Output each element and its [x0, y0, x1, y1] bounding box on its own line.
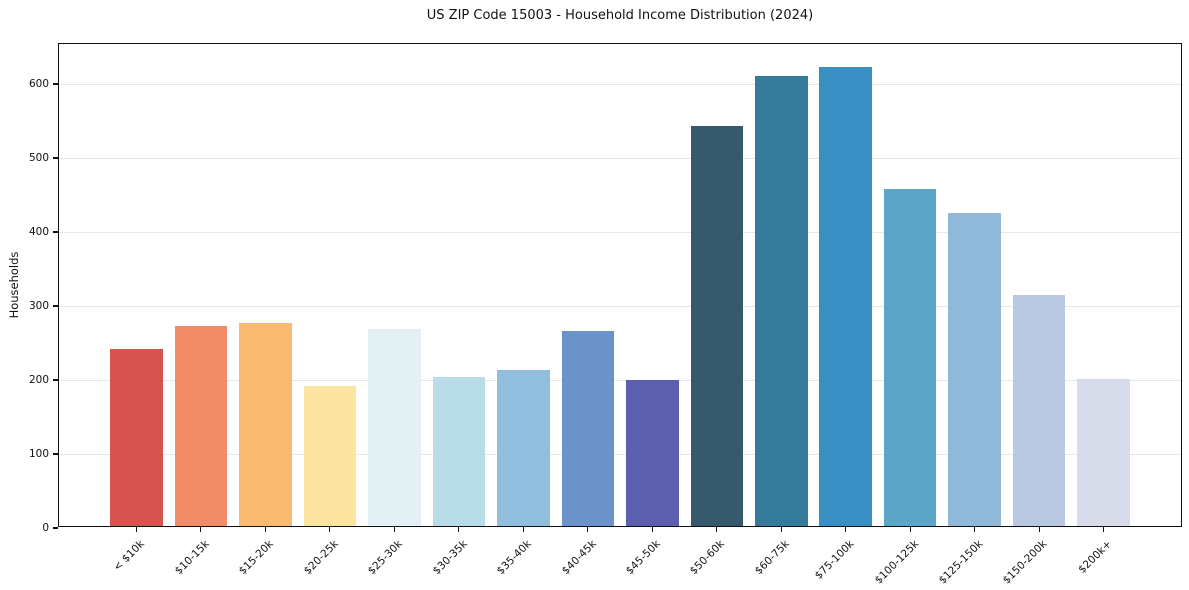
x-tick-label-8: $40-45k [559, 538, 599, 578]
x-tick-mark-8 [587, 527, 589, 532]
y-tick-label-100: 100 [28, 448, 49, 460]
bar-200k [1077, 378, 1130, 526]
bar-125-150k [948, 213, 1001, 526]
y-tick-mark-600 [53, 83, 58, 85]
x-tick-label-11: $60-75k [752, 538, 792, 578]
x-tick-mark-13 [909, 527, 911, 532]
bar-45-50k [626, 380, 679, 526]
x-tick-mark-16 [1103, 527, 1105, 532]
x-tick-label-15: $150-200k [1001, 538, 1050, 587]
x-tick-mark-5 [393, 527, 395, 532]
x-tick-mark-14 [974, 527, 976, 532]
gridline-y-400 [59, 232, 1181, 233]
bar-100-125k [883, 189, 937, 526]
x-tick-label-13: $100-125k [872, 538, 921, 587]
y-axis-title: Households [7, 251, 21, 319]
x-tick-mark-9 [651, 527, 653, 532]
bar-50-60k [690, 126, 743, 526]
gridline-y-100 [59, 454, 1181, 455]
bar-40-45k [561, 331, 614, 526]
x-tick-label-9: $45-50k [623, 538, 663, 578]
bar-35-40k [497, 369, 550, 526]
bar-15-20k [239, 323, 292, 526]
y-tick-mark-300 [53, 305, 58, 307]
bar-60-75k [755, 76, 808, 526]
y-tick-label-400: 400 [28, 226, 49, 238]
x-tick-mark-15 [1038, 527, 1040, 532]
y-tick-label-600: 600 [28, 78, 49, 90]
plot-area: 0 100 200 300 400 500 600 < $10k $10-15k $15-20k $… [29, 43, 1182, 587]
x-tick-label-14: $125-150k [936, 538, 986, 587]
x-tick-label-4: $20-25k [301, 538, 341, 578]
x-tick-label-5: $25-30k [365, 538, 405, 578]
x-tick-label-1: < $10k [111, 538, 147, 574]
x-tick-label-6: $30-35k [430, 538, 470, 578]
x-tick-label-2: $10-15k [172, 538, 212, 578]
x-tick-mark-10 [716, 527, 718, 532]
bar-20-25k [303, 386, 357, 526]
y-tick-mark-0 [53, 527, 58, 529]
x-tick-mark-4 [329, 527, 331, 532]
x-tick-mark-7 [522, 527, 524, 532]
x-tick-label-10: $50-60k [688, 538, 728, 578]
x-tick-label-12: $75-100k [812, 538, 857, 582]
y-tick-label-0: 0 [42, 522, 49, 534]
gridline-y-200 [59, 380, 1181, 381]
x-tick-mark-3 [264, 527, 266, 532]
bar-25-30k [368, 329, 421, 526]
gridline-y-500 [59, 158, 1181, 159]
bar-10-15k [174, 326, 228, 526]
bar-150-200k [1012, 295, 1066, 526]
x-tick-mark-2 [200, 527, 202, 532]
x-tick-label-3: $15-20k [236, 538, 276, 578]
x-tick-label-7: $35-40k [494, 538, 534, 578]
y-tick-mark-500 [53, 157, 58, 159]
x-tick-mark-11 [780, 527, 782, 532]
x-tick-mark-12 [845, 527, 847, 532]
x-tick-mark-1 [135, 527, 137, 532]
y-tick-label-200: 200 [28, 374, 49, 386]
chart-title: US ZIP Code 15003 - Household Income Dis… [426, 8, 814, 23]
gridline-y-600 [59, 84, 1181, 85]
bar-10k [110, 349, 163, 526]
y-tick-mark-100 [53, 453, 58, 455]
y-tick-label-500: 500 [28, 152, 49, 164]
gridline-y-300 [59, 306, 1181, 307]
bar-75-100k [819, 67, 872, 526]
y-tick-mark-400 [53, 231, 58, 233]
x-tick-mark-6 [458, 527, 460, 532]
y-tick-mark-200 [53, 379, 58, 381]
y-tick-label-300: 300 [28, 300, 49, 312]
x-tick-label-16: $200k+ [1076, 538, 1115, 576]
bar-30-35k [432, 377, 486, 526]
